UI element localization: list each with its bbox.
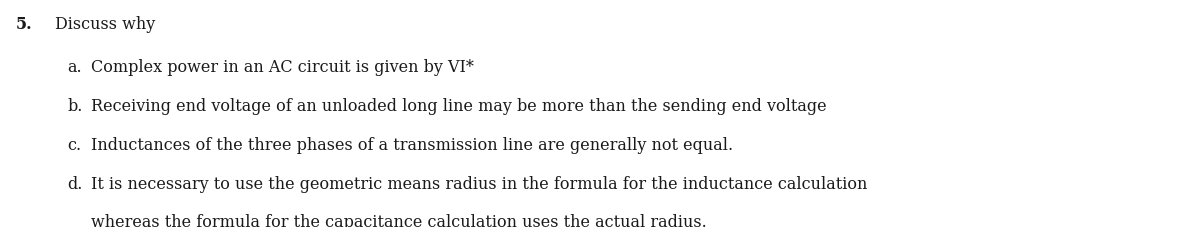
Text: 5.: 5.	[16, 16, 32, 33]
Text: Discuss why: Discuss why	[55, 16, 156, 33]
Text: Receiving end voltage of an unloaded long line may be more than the sending end : Receiving end voltage of an unloaded lon…	[91, 98, 827, 115]
Text: a.: a.	[67, 59, 82, 76]
Text: c.: c.	[67, 136, 82, 153]
Text: It is necessary to use the geometric means radius in the formula for the inducta: It is necessary to use the geometric mea…	[91, 175, 868, 192]
Text: whereas the formula for the capacitance calculation uses the actual radius.: whereas the formula for the capacitance …	[91, 213, 707, 227]
Text: Complex power in an AC circuit is given by VI*: Complex power in an AC circuit is given …	[91, 59, 474, 76]
Text: Inductances of the three phases of a transmission line are generally not equal.: Inductances of the three phases of a tra…	[91, 136, 733, 153]
Text: d.: d.	[67, 175, 83, 192]
Text: b.: b.	[67, 98, 83, 115]
